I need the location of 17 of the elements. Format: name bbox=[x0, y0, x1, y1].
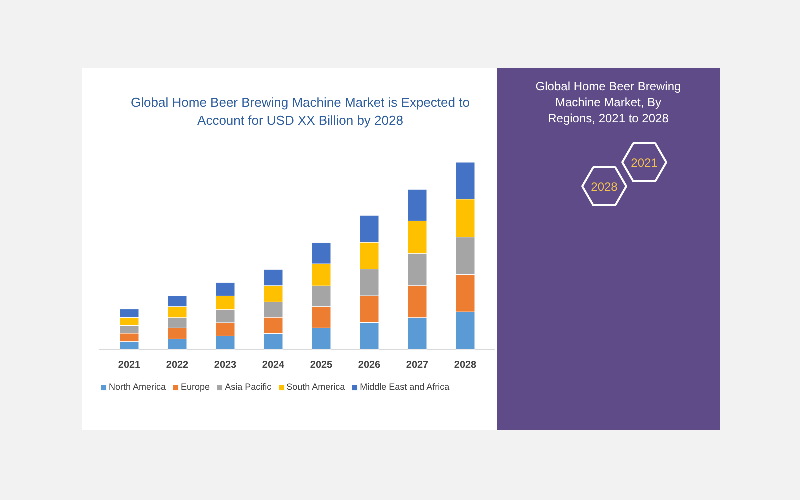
text: 2021 bbox=[631, 156, 658, 170]
x-tick-label: 2023 bbox=[214, 360, 238, 371]
x-tick-label: 2021 bbox=[118, 360, 142, 371]
legend-label: Asia Pacific bbox=[225, 382, 272, 392]
text: Global Home Beer Brewing Machine Market, By Regions, 2021 to 2028 bbox=[536, 80, 682, 126]
legend-label: South America bbox=[286, 382, 346, 392]
x-tick-label: 2028 bbox=[454, 360, 478, 371]
legend-label: Middle East and Africa bbox=[360, 382, 450, 392]
legend-label: Europe bbox=[181, 382, 210, 392]
text: 2028 bbox=[591, 180, 618, 194]
chart-title: Global Home Beer Brewing Machine Market is Expected to Account for USD XX Billion by 2028 bbox=[131, 95, 470, 128]
x-tick-label: 2025 bbox=[310, 360, 334, 371]
x-tick-label: 2026 bbox=[358, 360, 382, 371]
legend-label: North America bbox=[109, 382, 166, 392]
x-tick-label: 2022 bbox=[166, 360, 190, 371]
x-tick-label: 2024 bbox=[262, 360, 286, 371]
x-tick-label: 2027 bbox=[406, 360, 430, 371]
